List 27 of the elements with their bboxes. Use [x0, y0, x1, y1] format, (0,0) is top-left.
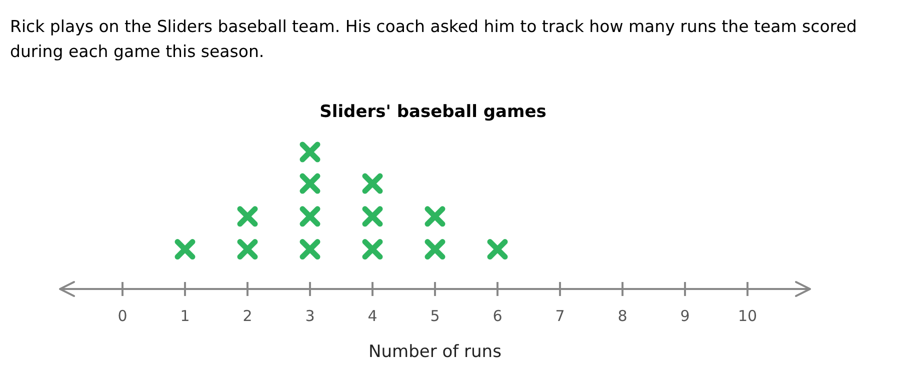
point — [237, 239, 258, 260]
x-tick-label: 6 — [492, 307, 502, 325]
point — [362, 173, 383, 194]
point — [362, 206, 383, 227]
point — [300, 142, 320, 162]
point — [424, 206, 446, 227]
x-tick-label: 8 — [618, 307, 628, 325]
x-tick-label: 10 — [738, 307, 758, 325]
point — [300, 239, 320, 260]
x-tick-label: 2 — [242, 307, 252, 325]
point — [424, 239, 446, 260]
x-axis-title: Number of runs — [368, 342, 502, 362]
point — [237, 206, 258, 227]
point — [300, 206, 320, 227]
x-tick-label: 9 — [680, 307, 690, 325]
point — [300, 173, 320, 194]
point — [174, 239, 196, 260]
chart-title: Sliders' baseball games — [320, 102, 546, 122]
point — [362, 239, 383, 260]
x-tick-label: 0 — [118, 307, 128, 325]
x-tick-label: 7 — [555, 307, 565, 325]
point — [487, 239, 508, 260]
text: Rick plays on the Sliders baseball team. His coach asked him to track how many runs the team scored during each game this season. — [10, 16, 858, 63]
x-tick-label: 4 — [368, 307, 378, 325]
x-tick-label: 1 — [180, 307, 190, 325]
x-tick-label: 5 — [430, 307, 440, 325]
x-tick-label: 3 — [305, 307, 315, 325]
